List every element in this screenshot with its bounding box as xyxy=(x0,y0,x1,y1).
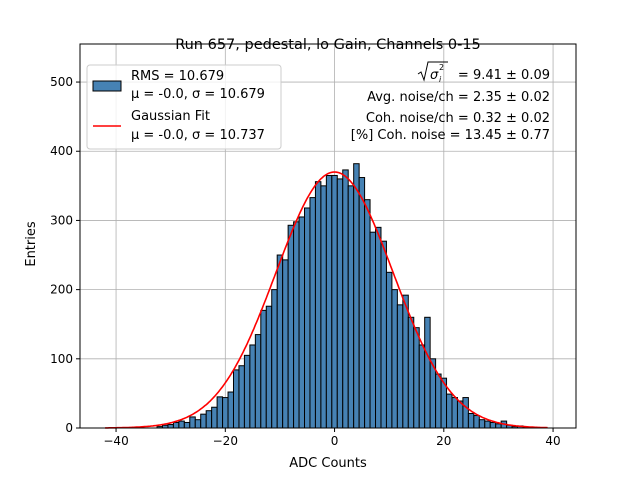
x-tick-label: 20 xyxy=(436,434,451,448)
y-tick-label: 0 xyxy=(65,421,73,435)
annotation-coh-noise-percent: [%] Coh. noise = 13.45 ± 0.77 xyxy=(351,128,550,143)
y-tick-label: 400 xyxy=(50,144,73,158)
histogram-bar xyxy=(342,169,349,429)
histogram-bar xyxy=(478,419,486,429)
histogram-bar xyxy=(320,185,327,429)
histogram-bar xyxy=(402,294,409,429)
y-tick-label: 300 xyxy=(50,213,73,227)
histogram-bar xyxy=(353,163,360,429)
chart-title: Run 657, pedestal, lo Gain, Channels 0-1… xyxy=(175,37,481,53)
y-tick-label: 500 xyxy=(50,75,73,89)
histogram-bar xyxy=(424,316,431,429)
histogram-bar xyxy=(260,309,267,429)
histogram-bar xyxy=(456,400,464,429)
x-tick-label: −20 xyxy=(213,434,238,448)
histogram-bar xyxy=(451,397,458,429)
histogram-bar xyxy=(495,423,502,429)
histogram-bar xyxy=(222,397,229,429)
histogram-bar xyxy=(358,177,366,429)
histogram-bar xyxy=(309,197,316,429)
histogram-bar xyxy=(413,327,420,429)
y-tick-label: 200 xyxy=(50,283,73,297)
svg-text:i: i xyxy=(439,75,442,84)
histogram-bar xyxy=(194,419,202,429)
histogram-bar xyxy=(298,216,306,429)
legend-fit-line1: Gaussian Fit xyxy=(131,109,210,124)
legend-histogram-line2: μ = -0.0, σ = 10.679 xyxy=(131,87,265,102)
histogram-bar xyxy=(232,369,240,429)
histogram-bar xyxy=(435,373,442,429)
histogram-bar xyxy=(238,365,245,429)
svg-text:2: 2 xyxy=(439,63,444,72)
legend-fit-line2: μ = -0.0, σ = 10.737 xyxy=(131,128,265,143)
histogram-bar xyxy=(271,289,278,429)
histogram-bar xyxy=(473,415,480,429)
legend: RMS = 10.679 μ = -0.0, σ = 10.679 Gaussi… xyxy=(86,64,282,150)
svg-text:σ: σ xyxy=(430,68,439,83)
x-tick-label: 40 xyxy=(545,434,560,448)
x-tick-label: 0 xyxy=(331,434,339,448)
histogram-bar xyxy=(418,344,426,429)
histogram-bar xyxy=(484,420,491,429)
histogram-bar xyxy=(364,199,371,429)
histogram-bar xyxy=(189,416,196,429)
histogram-bar xyxy=(375,226,382,429)
histogram-bar xyxy=(391,289,398,429)
histogram-bar xyxy=(211,406,218,429)
sqrt-sigma-symbol: σ 2 i xyxy=(417,61,448,84)
histogram-bar xyxy=(467,412,475,429)
histogram-bar xyxy=(172,421,180,429)
axes-frame xyxy=(79,43,577,429)
y-tick-label: 100 xyxy=(50,352,73,366)
histogram-bar xyxy=(287,224,295,429)
histogram-bar xyxy=(380,240,387,429)
histogram-bar xyxy=(462,397,469,429)
histogram-bar xyxy=(243,354,251,429)
y-axis-label: Entries xyxy=(24,221,39,267)
histogram-bar xyxy=(396,304,404,429)
histogram-bar xyxy=(216,396,224,429)
histogram-bar xyxy=(183,421,191,429)
histogram-bar xyxy=(227,391,234,429)
histogram-bar xyxy=(369,231,377,429)
annotation-avg-noise: Avg. noise/ch = 2.35 ± 0.02 xyxy=(367,90,550,105)
legend-patch-histogram xyxy=(92,80,122,92)
annotation-coh-noise: Coh. noise/ch = 0.32 ± 0.02 xyxy=(366,111,550,126)
x-axis-label: ADC Counts xyxy=(289,456,367,471)
histogram-bar xyxy=(254,334,262,429)
histogram-bar xyxy=(282,259,289,429)
histogram-bar xyxy=(446,393,453,429)
histogram-bar xyxy=(167,424,174,429)
legend-histogram-line1: RMS = 10.679 xyxy=(131,69,224,84)
histogram-bar xyxy=(314,181,322,429)
x-tick-label: −40 xyxy=(103,434,128,448)
histogram-bar xyxy=(200,413,207,429)
histogram-bar xyxy=(265,305,273,429)
annotation-sigma: = 9.41 ± 0.09 xyxy=(458,68,550,83)
histogram-bar xyxy=(205,410,213,429)
histogram-bar xyxy=(249,344,256,429)
histogram-bar xyxy=(489,421,497,429)
histogram-bar xyxy=(336,178,344,429)
histogram-bar xyxy=(293,221,300,429)
gaussian-fit-line xyxy=(105,171,548,429)
histogram-bar xyxy=(407,316,415,429)
histogram-bar xyxy=(347,185,355,429)
histogram-bar xyxy=(276,254,284,429)
annotations: σ 2 i = 9.41 ± 0.09 Avg. noise/ch = 2.35… xyxy=(351,61,550,143)
histogram-bar xyxy=(331,174,338,429)
histogram-bar xyxy=(304,207,311,429)
histogram-bar xyxy=(385,271,393,429)
histogram-bar xyxy=(325,174,333,429)
histogram-bar xyxy=(178,420,185,429)
